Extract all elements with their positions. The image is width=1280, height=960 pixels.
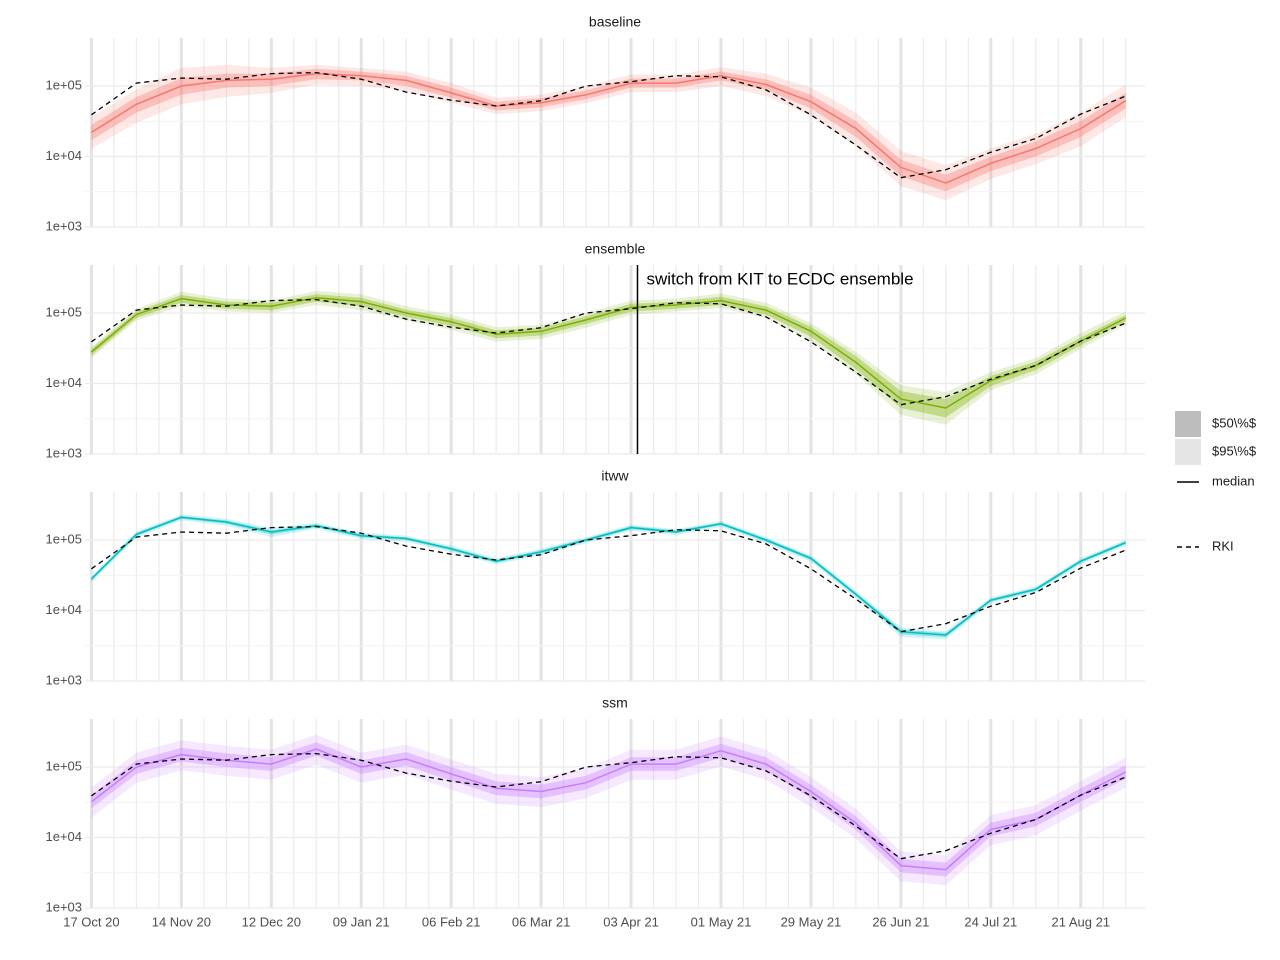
band-95 xyxy=(91,64,1126,201)
reference-line xyxy=(91,752,1126,860)
median-line xyxy=(90,516,1126,636)
x-tick-label: 26 Jun 21 xyxy=(872,914,929,929)
panel-title: ensemble xyxy=(585,241,646,257)
x-tick-label: 14 Nov 20 xyxy=(152,914,211,929)
x-tick-label: 03 Apr 21 xyxy=(603,914,659,929)
y-tick-label: 1e+04 xyxy=(45,148,82,163)
legend-label: $50\%$ xyxy=(1212,415,1257,430)
annotation: switch from KIT to ECDC ensemble xyxy=(646,269,913,288)
band-95 xyxy=(91,291,1126,425)
y-tick-label: 1e+03 xyxy=(45,218,82,233)
y-tick-label: 1e+05 xyxy=(45,304,82,319)
median-line xyxy=(90,748,1127,871)
legend-key-95 xyxy=(1175,439,1201,465)
x-tick-label: 09 Jan 21 xyxy=(333,914,390,929)
x-tick-label: 17 Oct 20 xyxy=(63,914,119,929)
panel-title: itww xyxy=(601,468,629,484)
legend-label: median xyxy=(1212,473,1255,488)
x-tick-label: 24 Jul 21 xyxy=(964,914,1017,929)
median-line xyxy=(90,296,1127,409)
band-50 xyxy=(91,68,1126,192)
y-tick-label: 1e+05 xyxy=(45,77,82,92)
reference-line xyxy=(91,298,1126,406)
panel-title: ssm xyxy=(602,695,628,711)
reference-line xyxy=(91,525,1126,633)
x-tick-label: 06 Feb 21 xyxy=(422,914,481,929)
panel-title: baseline xyxy=(589,14,641,30)
y-tick-label: 1e+04 xyxy=(45,829,82,844)
y-tick-label: 1e+05 xyxy=(45,758,82,773)
legend-label: RKI xyxy=(1212,538,1234,553)
x-tick-label: 12 Dec 20 xyxy=(242,914,301,929)
x-tick-label: 21 Aug 21 xyxy=(1051,914,1110,929)
legend-label: $95\%$ xyxy=(1212,443,1257,458)
x-tick-label: 06 Mar 21 xyxy=(512,914,571,929)
y-tick-label: 1e+03 xyxy=(45,899,82,914)
band-95 xyxy=(91,734,1126,886)
median-line xyxy=(91,72,1127,184)
legend-key-50 xyxy=(1175,411,1201,437)
y-tick-label: 1e+03 xyxy=(45,445,82,460)
y-tick-label: 1e+05 xyxy=(45,531,82,546)
y-tick-label: 1e+04 xyxy=(45,375,82,390)
x-tick-label: 01 May 21 xyxy=(691,914,752,929)
y-tick-label: 1e+03 xyxy=(45,672,82,687)
reference-line xyxy=(91,71,1126,179)
x-tick-label: 29 May 21 xyxy=(781,914,842,929)
y-tick-label: 1e+04 xyxy=(45,602,82,617)
